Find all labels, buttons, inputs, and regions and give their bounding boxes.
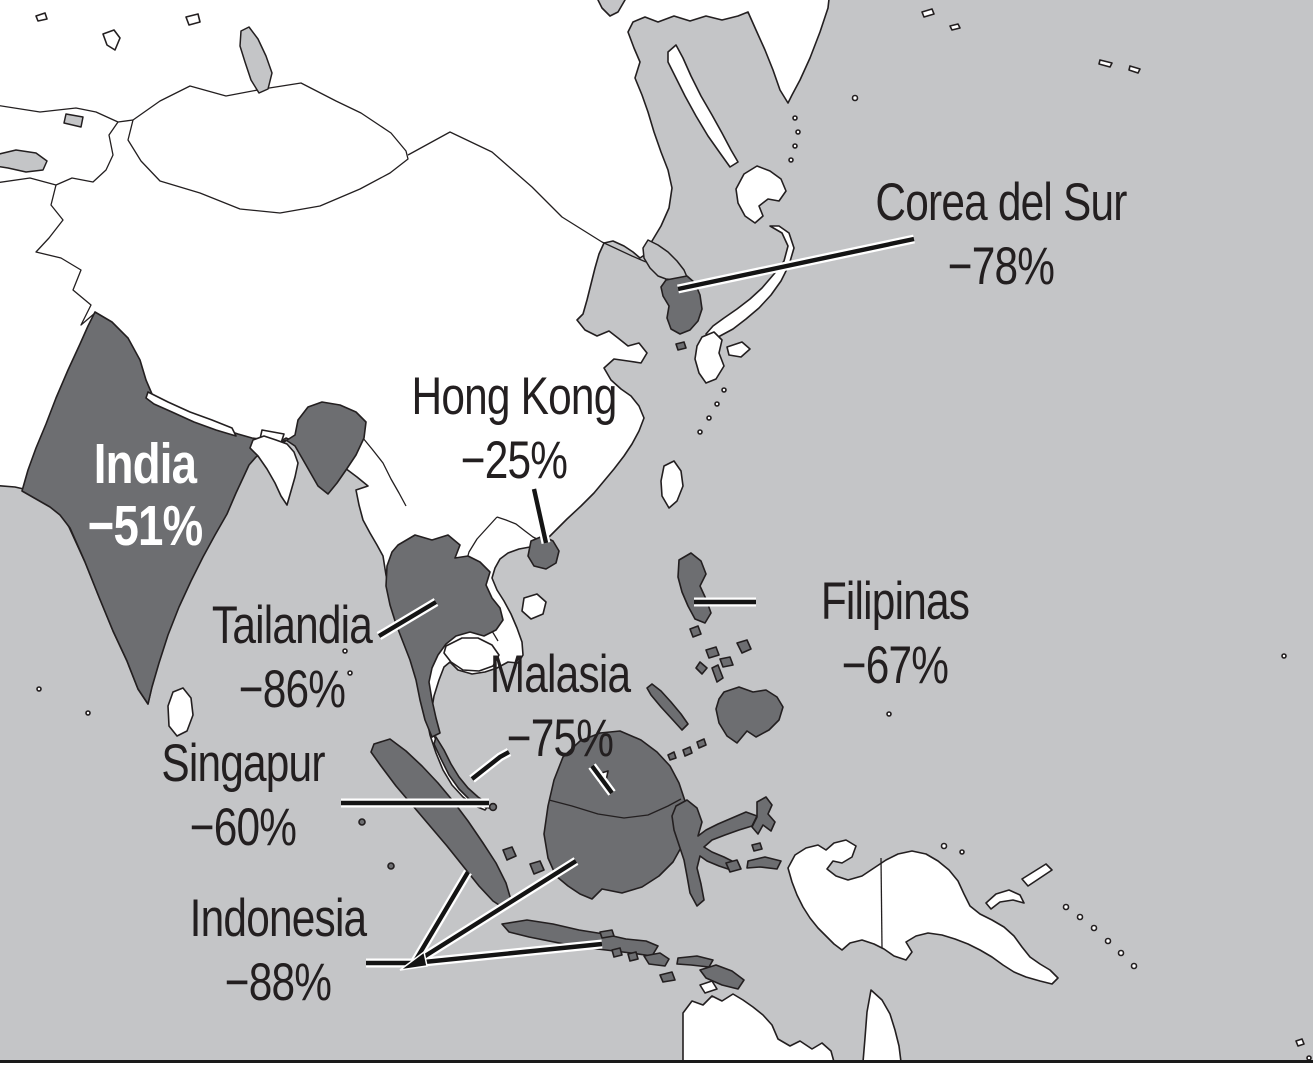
island-new-guinea [787,839,1059,985]
kuril-islands [788,115,801,163]
country-nepal [145,391,237,437]
country-thailand [385,534,504,738]
country-indonesia [358,738,782,990]
melanesia-islands [940,842,1312,1061]
border-malaysia-indonesia [548,798,682,819]
lakes [0,26,273,173]
island-taiwan [660,460,684,509]
island-jeju [675,341,687,351]
country-australia [682,980,902,1063]
small-islands-north [35,8,1141,102]
country-sri-lanka [167,687,194,737]
indonesia-arrowhead [399,950,428,971]
bottom-rule [0,1060,1313,1063]
island-borneo [543,730,689,900]
island-hainan [521,593,547,620]
island-sakhalin [667,44,739,168]
country-japan [694,165,795,384]
bottom-margin [0,1063,1313,1071]
country-singapore [488,802,498,812]
leader-lines [341,234,915,971]
country-bangladesh [249,435,299,506]
ocean-specks [36,648,1287,717]
border-new-guinea [880,857,883,949]
country-cambodia [443,637,500,672]
ryukyu-islands [697,387,727,435]
